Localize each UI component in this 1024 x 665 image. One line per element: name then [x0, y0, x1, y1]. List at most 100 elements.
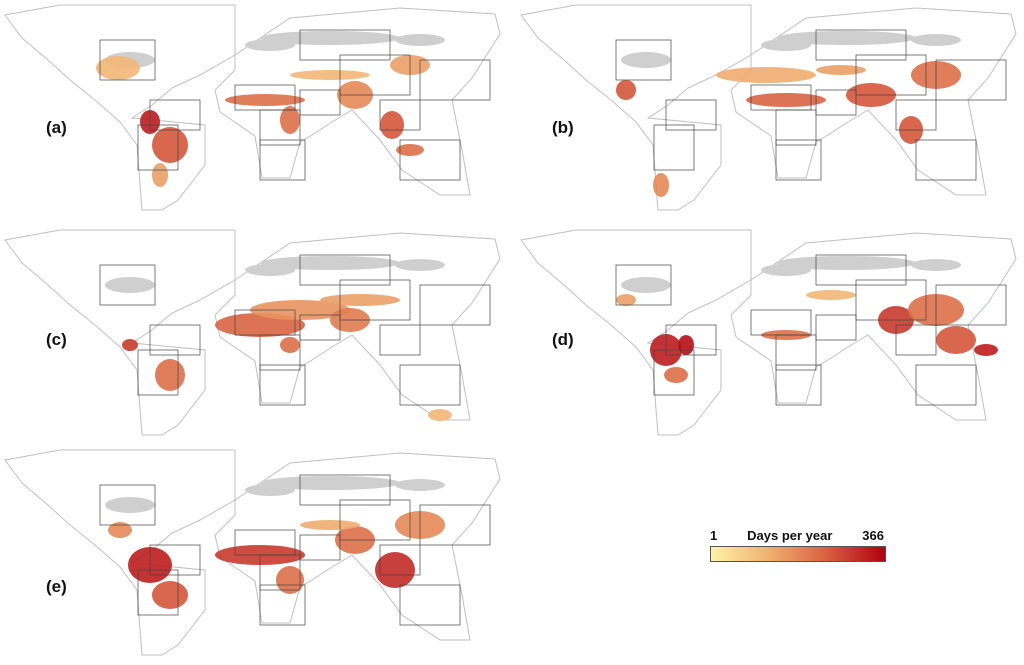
hotspot-area	[380, 111, 404, 139]
panel-label-c: (c)	[46, 330, 67, 349]
region-boundary	[379, 544, 421, 576]
region-boundary	[815, 314, 857, 341]
region-boundary	[339, 54, 411, 96]
no-data-area	[395, 259, 445, 271]
hotspot-area	[320, 294, 400, 306]
hotspot-area	[122, 339, 138, 351]
hotspot-area	[664, 367, 688, 383]
region-boundary	[299, 474, 391, 506]
region-boundary	[259, 584, 306, 626]
no-data-area	[761, 264, 811, 276]
map-panel-b: (b)	[516, 0, 1021, 215]
region-boundary	[775, 109, 817, 146]
hotspot-area	[152, 581, 188, 609]
region-boundary	[895, 324, 937, 356]
map-panel-d: (d)	[516, 225, 1021, 440]
region-boundary	[815, 89, 857, 116]
hotspot-area	[974, 344, 998, 356]
hotspot-area	[396, 144, 424, 156]
no-data-area	[621, 52, 671, 68]
region-boundary	[259, 139, 306, 181]
hotspot-area	[616, 294, 636, 306]
region-boundary	[399, 364, 461, 406]
no-data-area	[776, 31, 916, 45]
region-boundary	[99, 264, 156, 306]
region-boundary	[137, 124, 179, 171]
no-data-area	[776, 256, 916, 270]
region-boundary	[855, 54, 927, 96]
no-data-area	[621, 277, 671, 293]
color-legend: 1 Days per year 366	[700, 528, 890, 562]
americas-outline	[4, 449, 236, 656]
hotspot-area	[280, 337, 300, 353]
americas-outline	[520, 229, 752, 436]
no-data-area	[245, 484, 295, 496]
region-boundary	[379, 99, 421, 131]
region-boundary	[149, 324, 201, 356]
no-data-area	[245, 264, 295, 276]
hotspot-area	[280, 106, 300, 134]
region-boundary	[615, 264, 672, 306]
region-boundary	[815, 29, 907, 61]
legend-color-bar	[710, 546, 886, 562]
hotspot-area	[152, 163, 168, 187]
region-boundary	[399, 584, 461, 626]
no-data-area	[395, 34, 445, 46]
region-boundary	[665, 324, 717, 356]
hotspot-area	[108, 522, 132, 538]
hotspot-area	[96, 56, 140, 80]
hotspot-area	[816, 65, 866, 75]
region-boundary	[855, 279, 927, 321]
region-boundary	[419, 59, 491, 101]
region-boundary	[815, 254, 907, 286]
region-boundary	[299, 254, 391, 286]
panel-label-e: (e)	[46, 577, 67, 596]
region-boundary	[399, 139, 461, 181]
region-boundary	[653, 349, 695, 396]
hotspot-area	[936, 326, 976, 354]
region-boundary	[419, 504, 491, 546]
eurasia-africa-outline	[730, 232, 1017, 421]
hotspot-area	[678, 335, 694, 355]
map-panel-e: (e)	[0, 445, 505, 660]
region-boundary	[775, 364, 822, 406]
hotspot-area	[375, 552, 415, 588]
no-data-area	[911, 259, 961, 271]
region-boundary	[615, 39, 672, 81]
region-boundary	[915, 364, 977, 406]
no-data-area	[245, 39, 295, 51]
no-data-area	[260, 476, 400, 490]
hotspot-area	[616, 80, 636, 100]
region-boundary	[299, 314, 341, 341]
hotspot-area	[653, 173, 669, 197]
legend-min: 1	[710, 528, 718, 543]
hotspot-area	[806, 290, 856, 300]
region-boundary	[915, 139, 977, 181]
no-data-area	[761, 39, 811, 51]
region-boundary	[299, 89, 341, 116]
region-boundary	[99, 484, 156, 526]
world-map-c	[4, 229, 501, 436]
map-panel-a: (a)	[0, 0, 505, 215]
world-map-d	[520, 229, 1017, 436]
region-boundary	[259, 109, 301, 146]
region-boundary	[149, 99, 201, 131]
region-boundary	[419, 284, 491, 326]
world-map-b	[520, 4, 1017, 211]
region-boundary	[259, 364, 306, 406]
region-boundary	[775, 139, 822, 181]
region-boundary	[259, 334, 301, 371]
no-data-area	[260, 256, 400, 270]
region-boundary	[339, 279, 411, 321]
region-boundary	[653, 124, 695, 171]
hotspot-area	[716, 67, 816, 83]
hotspot-area	[276, 566, 304, 594]
region-boundary	[299, 29, 391, 61]
region-boundary	[299, 534, 341, 561]
hotspot-area	[428, 409, 452, 421]
americas-outline	[520, 4, 752, 211]
hotspot-area	[155, 359, 185, 391]
panel-label-b: (b)	[552, 118, 574, 137]
region-boundary	[379, 324, 421, 356]
region-boundary	[137, 569, 179, 616]
